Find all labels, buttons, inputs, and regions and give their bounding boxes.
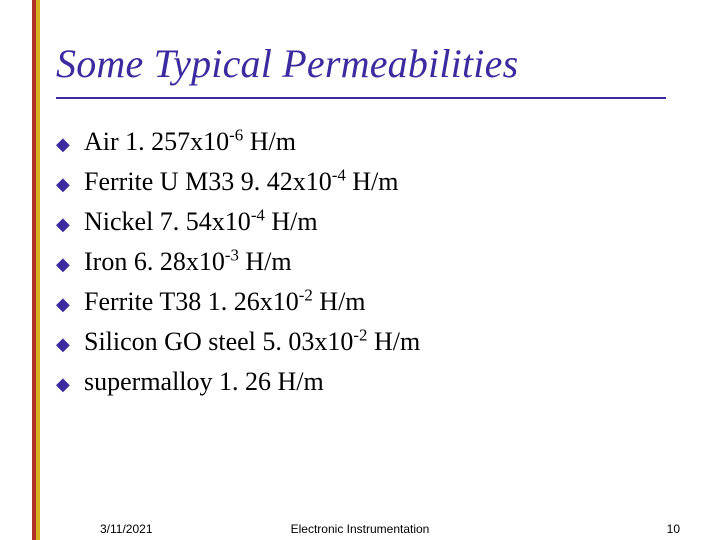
list-item: ◆Silicon GO steel 5. 03x10-2 H/m bbox=[56, 325, 680, 359]
list-item: ◆supermalloy 1. 26 H/m bbox=[56, 365, 680, 399]
bullet-text: supermalloy 1. 26 H/m bbox=[84, 365, 324, 399]
bullet-text: Ferrite U M33 9. 42x10-4 H/m bbox=[84, 165, 399, 199]
footer-center: Electronic Instrumentation bbox=[0, 522, 720, 536]
bullet-post: H/m bbox=[346, 167, 399, 196]
bullet-icon: ◆ bbox=[56, 330, 84, 358]
bullet-pre: Ferrite T38 1. 26x10 bbox=[84, 287, 299, 316]
bullet-pre: Iron 6. 28x10 bbox=[84, 247, 225, 276]
bullet-pre: Silicon GO steel 5. 03x10 bbox=[84, 327, 353, 356]
slide-title: Some Typical Permeabilities bbox=[56, 40, 680, 87]
bullet-icon: ◆ bbox=[56, 250, 84, 278]
bullet-text: Silicon GO steel 5. 03x10-2 H/m bbox=[84, 325, 420, 359]
bullet-post: H/m bbox=[265, 207, 318, 236]
list-item: ◆Nickel 7. 54x10-4 H/m bbox=[56, 205, 680, 239]
title-underline bbox=[56, 97, 666, 99]
bullet-text: Nickel 7. 54x10-4 H/m bbox=[84, 205, 318, 239]
bullet-post: H/m bbox=[367, 327, 420, 356]
bullet-pre: Ferrite U M33 9. 42x10 bbox=[84, 167, 332, 196]
accent-bar bbox=[32, 0, 40, 540]
bullet-post: H/m bbox=[243, 127, 296, 156]
bullet-icon: ◆ bbox=[56, 290, 84, 318]
bullet-pre: supermalloy 1. 26 H/m bbox=[84, 367, 324, 396]
bullet-exponent: -2 bbox=[353, 325, 367, 344]
footer-page-number: 10 bbox=[667, 522, 680, 536]
bullet-list: ◆Air 1. 257x10-6 H/m◆Ferrite U M33 9. 42… bbox=[56, 125, 680, 399]
bullet-pre: Air 1. 257x10 bbox=[84, 127, 229, 156]
list-item: ◆Iron 6. 28x10-3 H/m bbox=[56, 245, 680, 279]
bullet-text: Ferrite T38 1. 26x10-2 H/m bbox=[84, 285, 366, 319]
bullet-exponent: -3 bbox=[225, 245, 239, 264]
list-item: ◆Ferrite T38 1. 26x10-2 H/m bbox=[56, 285, 680, 319]
bullet-text: Iron 6. 28x10-3 H/m bbox=[84, 245, 292, 279]
bullet-icon: ◆ bbox=[56, 370, 84, 398]
bullet-text: Air 1. 257x10-6 H/m bbox=[84, 125, 296, 159]
bullet-post: H/m bbox=[313, 287, 366, 316]
bullet-post: H/m bbox=[239, 247, 292, 276]
bullet-icon: ◆ bbox=[56, 210, 84, 238]
slide-content: Some Typical Permeabilities ◆Air 1. 257x… bbox=[56, 40, 680, 500]
list-item: ◆Air 1. 257x10-6 H/m bbox=[56, 125, 680, 159]
bullet-pre: Nickel 7. 54x10 bbox=[84, 207, 251, 236]
bullet-exponent: -4 bbox=[251, 205, 265, 224]
accent-stripe-b bbox=[36, 0, 40, 540]
bullet-icon: ◆ bbox=[56, 130, 84, 158]
bullet-icon: ◆ bbox=[56, 170, 84, 198]
list-item: ◆Ferrite U M33 9. 42x10-4 H/m bbox=[56, 165, 680, 199]
bullet-exponent: -4 bbox=[332, 165, 346, 184]
bullet-exponent: -6 bbox=[229, 125, 243, 144]
bullet-exponent: -2 bbox=[299, 285, 313, 304]
